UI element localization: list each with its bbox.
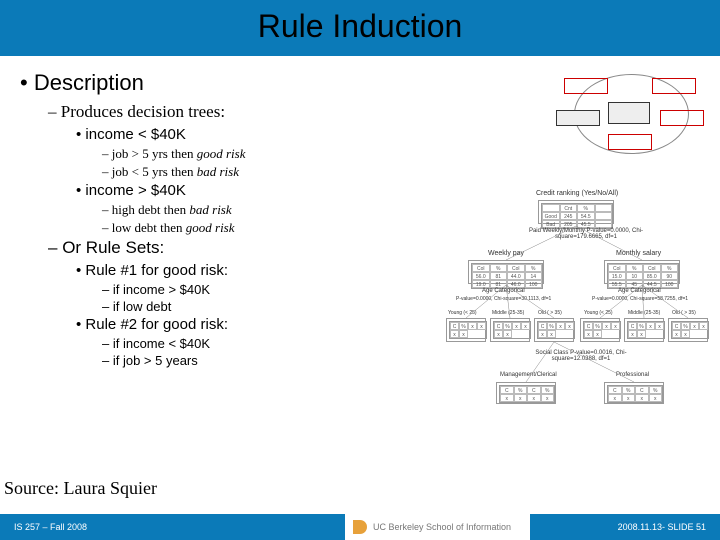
tree-top-label: Credit ranking (Yes/No/All) [536, 190, 618, 197]
age-label-r: Age Categorical [618, 288, 661, 294]
process-diagram [556, 72, 706, 167]
slide-container: Rule Induction Description Produces deci… [0, 0, 720, 540]
job-gt: job > 5 yrs then good risk [102, 146, 440, 162]
age-chi-r: P-value=0.0000, Chi-square=58.7255, df=1 [592, 296, 688, 302]
description-heading: Description [20, 70, 440, 96]
rule-1: Rule #1 for good risk: [76, 262, 440, 279]
leaf-label: Middle (25-35) [628, 310, 660, 316]
leaf-node: C%xxxx [624, 318, 664, 342]
income-gt: income > $40K [76, 182, 440, 199]
leaf-node: C%xxxx [534, 318, 574, 342]
decision-tree-diagram: Credit ranking (Yes/No/All) Cnt% Good245… [446, 190, 706, 470]
leaf-label: Old ( > 35) [672, 310, 696, 316]
produces-line: Produces decision trees: [48, 102, 440, 122]
prof-label: Professional [616, 372, 649, 378]
tree-node: Col%Col%56.08144.01419.08146.0100 [468, 260, 544, 284]
rule-1a: if income > $40K [102, 282, 440, 297]
leaf-label: Middle (25-35) [492, 310, 524, 316]
rule-2b: if job > 5 years [102, 353, 440, 368]
leaf-label: Young (< 25) [584, 310, 613, 316]
rule-1b: if low debt [102, 299, 440, 314]
leaf-label: Young (< 25) [448, 310, 477, 316]
body-content: Description Produces decision trees: inc… [20, 70, 440, 370]
tree-root-table: Cnt% Good24554.5 Bad20545.5 [538, 200, 614, 224]
diagram-box-center [608, 102, 650, 124]
tree-node: Col%Col%15.01085.09055.54544.5100 [604, 260, 680, 284]
rule-2: Rule #2 for good risk: [76, 316, 440, 333]
diagram-box [556, 110, 600, 126]
leaf-node: C%xxxx [490, 318, 530, 342]
diagram-box [660, 110, 704, 126]
diagram-box [564, 78, 608, 94]
footer-mid: UC Berkeley School of Information [345, 514, 530, 540]
slide-title: Rule Induction [0, 8, 720, 45]
source-line: Source: Laura Squier [4, 478, 157, 499]
diagram-box [652, 78, 696, 94]
rule-2a: if income < $40K [102, 336, 440, 351]
high-debt: high debt then bad risk [102, 202, 440, 218]
final-leaf: C%C%xxxx [604, 382, 664, 404]
income-lt: income < $40K [76, 126, 440, 143]
footer-right-text: 2008.11.13- SLIDE 51 [530, 514, 720, 540]
footer-left-text: IS 257 – Fall 2008 [0, 514, 345, 540]
left-branch-label: Weekly pay [488, 250, 524, 257]
footer-mid-text: UC Berkeley School of Information [373, 522, 511, 532]
age-chi-l: P-value=0.0000, Chi-square=30.1113, df=1 [456, 296, 551, 302]
tree-chi-caption: Paid Weekly/Monthly P-value=0.0000, Chi-… [516, 228, 656, 240]
mgmt-label: Management/Clerical [500, 372, 557, 378]
ischool-logo-icon [353, 520, 367, 534]
leaf-label: Old ( > 35) [538, 310, 562, 316]
final-leaf: C%C%xxxx [496, 382, 556, 404]
social-class-caption: Social Class P-value=0.0016, Chi-square=… [526, 350, 636, 362]
or-rule-sets: Or Rule Sets: [48, 238, 440, 258]
age-label-l: Age Categorical [482, 288, 525, 294]
footer-bar: IS 257 – Fall 2008 UC Berkeley School of… [0, 514, 720, 540]
leaf-node: C%xxxx [446, 318, 486, 342]
right-branch-label: Monthly salary [616, 250, 661, 257]
leaf-node: C%xxxx [668, 318, 708, 342]
low-debt: low debt then good risk [102, 220, 440, 236]
diagram-box [608, 134, 652, 150]
leaf-node: C%xxxx [580, 318, 620, 342]
job-lt: job < 5 yrs then bad risk [102, 164, 440, 180]
